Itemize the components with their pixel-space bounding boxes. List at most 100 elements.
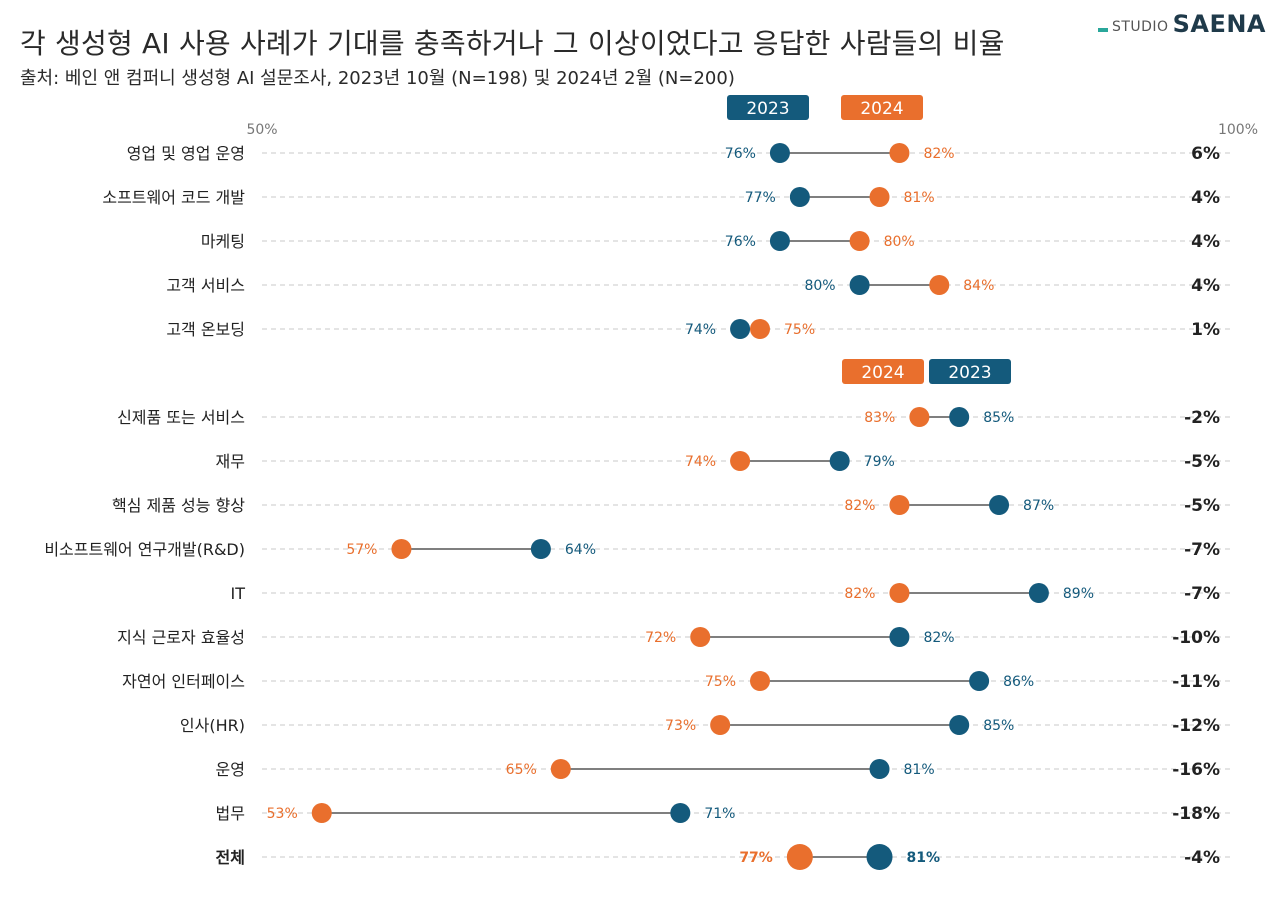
category-label: 핵심 제품 성능 향상 (112, 496, 245, 515)
category-label: 마케팅 (201, 232, 245, 251)
chart-row: 인사(HR) 73% 85% -12% (180, 715, 1232, 736)
dot-2024 (929, 275, 950, 295)
value-label-2023: 79% (864, 454, 895, 470)
dot-2023 (849, 275, 870, 295)
category-label: 전체 (216, 848, 245, 867)
chart-subtitle: 출처: 베인 앤 컴퍼니 생성형 AI 설문조사, 2023년 10월 (N=1… (20, 68, 735, 89)
axis-label-max: 100% (1218, 122, 1258, 138)
value-label-2023: 64% (565, 542, 596, 558)
dot-2023 (989, 495, 1010, 515)
logo-studio-text: STUDIO (1111, 19, 1169, 35)
dot-2024 (391, 539, 412, 559)
chart-row: 전체 77% 81% -4% (216, 844, 1232, 870)
change-value: 1% (1191, 320, 1220, 340)
logo-bar-icon (1097, 28, 1108, 32)
change-value: -11% (1172, 672, 1220, 692)
dot-2024 (869, 187, 890, 207)
dot-2024 (786, 844, 813, 870)
value-label-2023: 81% (907, 850, 941, 866)
dot-2023 (949, 407, 970, 427)
change-value: 4% (1191, 232, 1220, 252)
chart-row: 고객 온보딩 74% 75% 1% (166, 319, 1232, 340)
chart-row: IT 82% 89% -7% (231, 583, 1232, 604)
value-label-2024: 65% (506, 762, 537, 778)
change-value: -12% (1172, 716, 1220, 736)
chart-row: 자연어 인터페이스 75% 86% -11% (122, 671, 1232, 692)
dot-2023 (829, 451, 850, 471)
value-label-2023: 76% (725, 234, 756, 250)
dot-2024 (889, 143, 910, 163)
legend-label-2023-group2: 2023 (948, 363, 991, 383)
value-label-2023: 85% (983, 718, 1014, 734)
category-label: 인사(HR) (180, 716, 245, 735)
value-label-2024: 73% (665, 718, 696, 734)
value-label-2024: 74% (685, 454, 716, 470)
change-value: -4% (1184, 848, 1220, 868)
chart-title: 각 생성형 AI 사용 사례가 기대를 충족하거나 그 이상이었다고 응답한 사… (20, 27, 1005, 60)
change-value: 4% (1191, 276, 1220, 296)
dot-2024 (750, 319, 770, 339)
dot-2024 (750, 671, 770, 691)
value-label-2024: 82% (844, 586, 875, 602)
value-label-2023: 77% (745, 190, 776, 206)
dot-2023 (530, 539, 551, 559)
dot-2023 (866, 844, 893, 870)
value-label-2024: 72% (645, 630, 676, 646)
dot-2023 (1028, 583, 1049, 603)
change-value: -7% (1184, 540, 1220, 560)
value-label-2024: 75% (784, 322, 815, 338)
value-label-2023: 85% (983, 410, 1014, 426)
value-label-2024: 57% (346, 542, 377, 558)
value-label-2024: 75% (705, 674, 736, 690)
value-label-2023: 81% (904, 762, 935, 778)
change-value: -10% (1172, 628, 1220, 648)
category-label: 운영 (216, 760, 245, 779)
dot-2023 (949, 715, 970, 735)
value-label-2023: 80% (804, 278, 835, 294)
chart-row: 법무 53% 71% -18% (216, 803, 1232, 824)
legend-2023-group1 (727, 95, 809, 120)
value-label-2023: 74% (685, 322, 716, 338)
value-label-2024: 77% (739, 850, 773, 866)
dot-2024 (909, 407, 930, 427)
category-label: 법무 (216, 804, 245, 823)
dot-2023 (769, 143, 790, 163)
dot-2023 (789, 187, 810, 207)
chart-row: 고객 서비스 80% 84% 4% (166, 275, 1232, 296)
change-value: -5% (1184, 452, 1220, 472)
value-label-2023: 87% (1023, 498, 1054, 514)
dot-2023 (730, 319, 751, 339)
category-label: 자연어 인터페이스 (122, 672, 245, 691)
chart-row: 마케팅 76% 80% 4% (201, 231, 1232, 252)
dot-2024 (311, 803, 332, 823)
category-label: 지식 근로자 효율성 (117, 628, 245, 647)
axis-label-min: 50% (246, 122, 277, 138)
category-label: IT (231, 584, 246, 603)
chart-row: 지식 근로자 효율성 72% 82% -10% (117, 627, 1232, 648)
value-label-2023: 86% (1003, 674, 1034, 690)
legend-2024-group1 (841, 95, 923, 120)
category-label: 고객 온보딩 (166, 320, 245, 339)
value-label-2024: 84% (963, 278, 994, 294)
chart-row: 신제품 또는 서비스 83% 85% -2% (117, 407, 1232, 428)
dot-2023 (769, 231, 790, 251)
category-label: 소프트웨어 코드 개발 (102, 188, 245, 207)
value-label-2024: 82% (923, 146, 954, 162)
change-value: -18% (1172, 804, 1220, 824)
change-value: -16% (1172, 760, 1220, 780)
value-label-2024: 53% (267, 806, 298, 822)
category-label: 재무 (216, 452, 245, 471)
value-label-2023: 71% (704, 806, 735, 822)
dot-2024 (710, 715, 731, 735)
chart-row: 핵심 제품 성능 향상 82% 87% -5% (112, 495, 1232, 516)
dot-2024 (889, 583, 910, 603)
dot-2024 (550, 759, 571, 779)
chart-row: 비소프트웨어 연구개발(R&D) 57% 64% -7% (44, 539, 1232, 560)
dot-2024 (730, 451, 751, 471)
chart-row: 소프트웨어 코드 개발 77% 81% 4% (102, 187, 1232, 208)
category-label: 영업 및 영업 운영 (127, 144, 245, 163)
value-label-2024: 81% (904, 190, 935, 206)
category-label: 고객 서비스 (166, 276, 245, 295)
change-value: 4% (1191, 188, 1220, 208)
value-label-2024: 82% (844, 498, 875, 514)
